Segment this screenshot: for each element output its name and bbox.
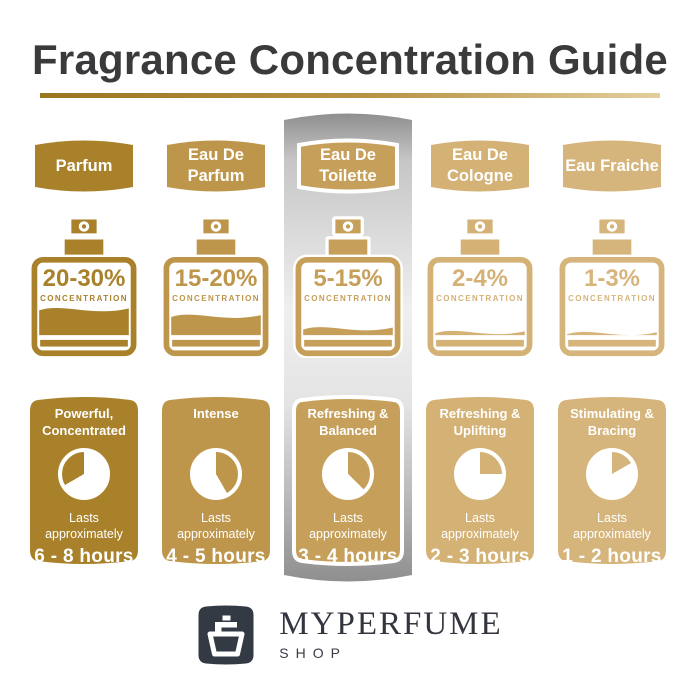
column-header-label: Eau De Cologne xyxy=(447,146,513,185)
brand-subtitle: SHOP xyxy=(279,645,347,662)
column-eau-fraiche: Eau Fraiche 1-3% CONCENTRATION Stimulati… xyxy=(554,130,670,580)
concentration-label: CONCENTRATION xyxy=(304,294,392,303)
concentration-label: CONCENTRATION xyxy=(172,294,260,303)
clock-icon xyxy=(58,448,110,500)
concentration-value: 2-4% xyxy=(451,265,509,292)
perfume-shop-icon xyxy=(198,605,254,665)
concentration-label: CONCENTRATION xyxy=(40,294,128,303)
lasts-label: Lasts approximately xyxy=(441,511,519,542)
column-eau-de-toilette: Eau De Toilette 5-15% CONCENTRATION Refr… xyxy=(290,130,406,580)
duration-value: 6 - 8 hours xyxy=(34,545,134,567)
info-panel: Powerful, Concentrated Lasts approximate… xyxy=(26,393,142,568)
lasts-label: Lasts approximately xyxy=(177,511,255,542)
clock-icon xyxy=(586,448,638,500)
info-panel: Stimulating & Bracing Lasts approximatel… xyxy=(554,393,670,568)
page-title: Fragrance Concentration Guide xyxy=(32,36,668,83)
duration-value: 1 - 2 hours xyxy=(562,545,662,567)
scent-character: Intense xyxy=(193,406,239,421)
lasts-label: Lasts approximately xyxy=(309,511,387,542)
scent-character: Stimulating & Bracing xyxy=(570,406,654,438)
scent-character: Refreshing & Uplifting xyxy=(439,406,521,438)
perfume-bottle-icon: 1-3% CONCENTRATION xyxy=(554,215,670,358)
perfume-bottle-icon: 2-4% CONCENTRATION xyxy=(422,215,538,358)
clock-icon xyxy=(190,448,242,500)
clock-icon xyxy=(322,448,374,500)
column-header: Parfum xyxy=(31,135,137,197)
column-header-label: Parfum xyxy=(55,156,113,175)
column-header-label: Eau De Parfum xyxy=(187,146,245,185)
concentration-value: 1-3% xyxy=(583,265,641,292)
concentration-value: 5-15% xyxy=(313,265,383,292)
column-header: Eau De Toilette xyxy=(295,135,401,197)
concentration-label: CONCENTRATION xyxy=(568,294,656,303)
column-header: Eau Fraiche xyxy=(559,135,665,197)
scent-character: Refreshing & Balanced xyxy=(307,406,389,438)
lasts-label: Lasts approximately xyxy=(45,511,123,542)
column-header-label: Eau Fraiche xyxy=(565,156,659,175)
column-eau-de-cologne: Eau De Cologne 2-4% CONCENTRATION Refres… xyxy=(422,130,538,580)
clock-icon xyxy=(454,448,506,500)
column-parfum: Parfum 20-30% CONCENTRATION Powerful, Co… xyxy=(26,130,142,580)
title-underline xyxy=(40,93,660,98)
column-header: Eau De Cologne xyxy=(427,135,533,197)
info-panel: Refreshing & Balanced Lasts approximatel… xyxy=(290,393,406,568)
duration-value: 4 - 5 hours xyxy=(166,545,266,567)
perfume-bottle-icon: 5-15% CONCENTRATION xyxy=(290,215,406,358)
column-header-label: Eau De Toilette xyxy=(319,146,377,185)
brand-name: MYPERFUME xyxy=(279,606,503,642)
concentration-value: 15-20% xyxy=(174,265,258,292)
concentration-value: 20-30% xyxy=(42,265,126,292)
brand-logo: MYPERFUME SHOP xyxy=(0,600,700,665)
column-header: Eau De Parfum xyxy=(163,135,269,197)
column-eau-de-parfum: Eau De Parfum 15-20% CONCENTRATION Inten… xyxy=(158,130,274,580)
info-panel: Refreshing & Uplifting Lasts approximate… xyxy=(422,393,538,568)
info-panel: Intense Lasts approximately 4 - 5 hours xyxy=(158,393,274,568)
concentration-label: CONCENTRATION xyxy=(436,294,524,303)
scent-character: Powerful, Concentrated xyxy=(42,406,126,438)
perfume-bottle-icon: 20-30% CONCENTRATION xyxy=(26,215,142,358)
duration-value: 2 - 3 hours xyxy=(430,545,530,567)
perfume-bottle-icon: 15-20% CONCENTRATION xyxy=(158,215,274,358)
duration-value: 3 - 4 hours xyxy=(298,545,398,567)
lasts-label: Lasts approximately xyxy=(573,511,651,542)
